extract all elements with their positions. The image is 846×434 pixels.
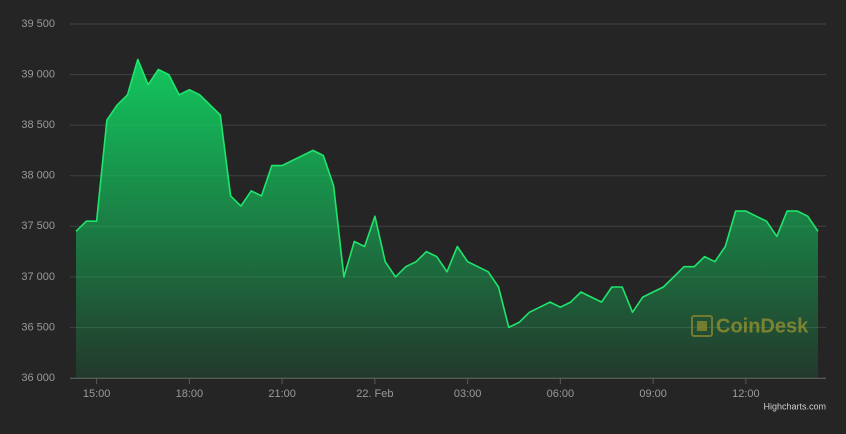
x-tick-label: 09:00 (639, 388, 667, 400)
x-tick-label: 22. Feb (356, 388, 393, 400)
x-tick-label: 15:00 (83, 388, 111, 400)
y-tick-label: 37 500 (21, 220, 55, 232)
y-tick-label: 38 500 (21, 119, 55, 131)
x-tick-label: 21:00 (268, 388, 296, 400)
x-tick-label: 12:00 (732, 388, 760, 400)
plot (75, 58, 819, 379)
credits: Highcharts.com (763, 401, 826, 411)
x-tick-label: 03:00 (454, 388, 482, 400)
watermark: CoinDesk (691, 315, 809, 337)
y-tick-label: 39 000 (21, 68, 55, 80)
price-line (75, 58, 819, 329)
y-tick-label: 38 000 (21, 170, 55, 182)
watermark-text: CoinDesk (716, 315, 809, 337)
y-tick-label: 36 000 (21, 372, 55, 384)
y-tick-label: 36 500 (21, 321, 55, 333)
area-fill (76, 59, 818, 379)
x-tick-label: 06:00 (547, 388, 575, 400)
y-tick-label: 37 000 (21, 271, 55, 283)
watermark-icon (697, 321, 707, 331)
x-tick-label: 18:00 (176, 388, 204, 400)
y-tick-label: 39 500 (21, 18, 55, 30)
watermark-icon (691, 315, 713, 337)
